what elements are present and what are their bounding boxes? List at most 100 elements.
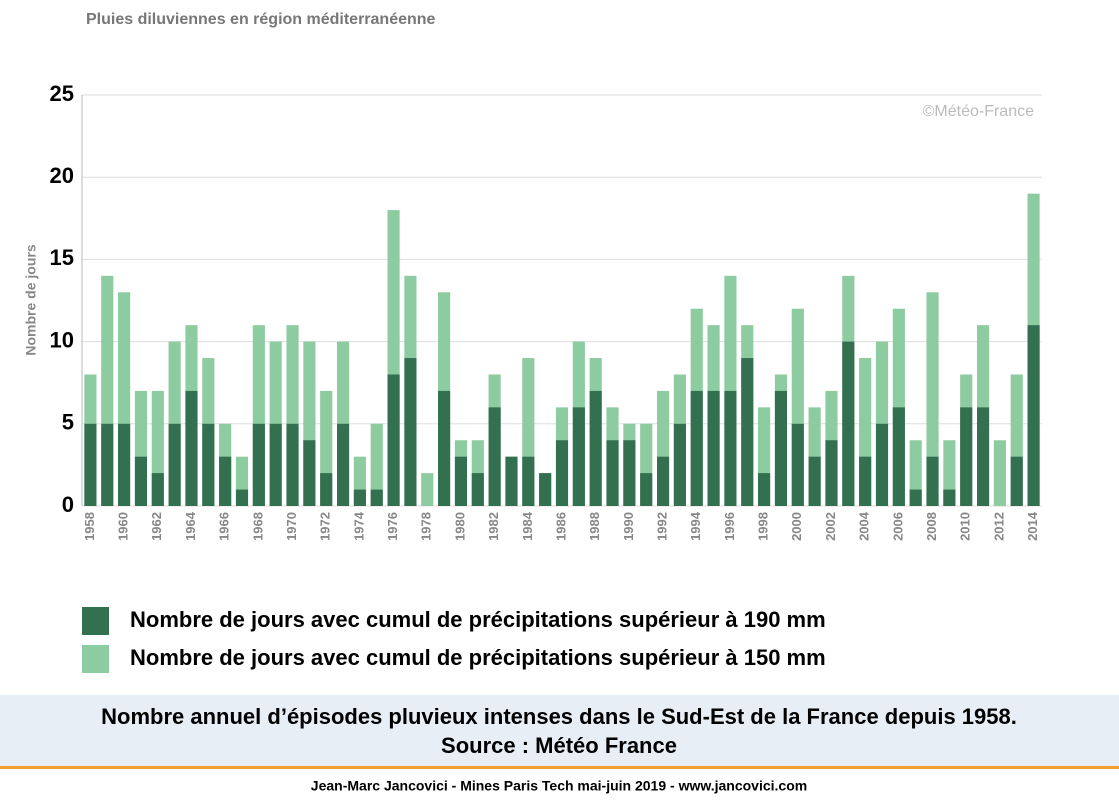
bar — [336, 423, 350, 506]
x-tick-label: 1974 — [351, 511, 366, 541]
bar — [101, 423, 114, 506]
x-tick-label: 2002 — [823, 512, 838, 541]
watermark: ©Météo-France — [923, 103, 1034, 120]
bar — [606, 440, 619, 506]
bar — [774, 390, 788, 506]
x-tick-label: 1994 — [688, 511, 703, 541]
bar — [976, 407, 990, 506]
bar — [707, 390, 720, 506]
bar — [589, 390, 602, 506]
footer: Jean-Marc Jancovici - Mines Paris Tech m… — [311, 778, 807, 794]
y-tick-label: 25 — [50, 81, 74, 106]
x-tick-label: 1978 — [419, 512, 434, 541]
bar — [656, 456, 670, 506]
bar — [1027, 325, 1040, 506]
bar — [269, 423, 282, 506]
bar — [151, 473, 164, 506]
x-tick-label: 1986 — [553, 512, 568, 541]
x-tick-label: 1990 — [621, 512, 636, 541]
bar — [488, 407, 501, 506]
bar — [690, 390, 703, 506]
x-tick-label: 1996 — [722, 512, 737, 541]
x-tick-label: 1960 — [116, 512, 131, 541]
x-tick-label: 1976 — [385, 512, 400, 541]
x-tick-label: 1980 — [452, 512, 467, 541]
bar — [387, 374, 400, 506]
bar — [505, 456, 518, 506]
bar — [471, 473, 484, 506]
bar — [758, 473, 771, 506]
bar — [286, 423, 299, 506]
bar — [859, 456, 872, 506]
bar — [960, 407, 973, 506]
x-tick-label: 1962 — [149, 512, 164, 541]
bar — [370, 423, 383, 506]
bar — [926, 292, 939, 506]
separator — [0, 766, 1119, 769]
x-tick-label: 2006 — [890, 512, 905, 541]
bar — [791, 423, 804, 506]
x-tick-label: 1998 — [756, 512, 771, 541]
bar — [353, 489, 366, 506]
bar — [539, 473, 552, 506]
bar — [134, 456, 148, 506]
bar — [741, 358, 754, 506]
x-tick-label: 2008 — [924, 512, 939, 541]
x-tick-label: 1966 — [217, 512, 232, 541]
x-tick-label: 1970 — [284, 512, 299, 541]
x-tick-label: 1992 — [654, 512, 669, 541]
x-tick-label: 2000 — [789, 512, 804, 541]
bar — [118, 423, 131, 506]
x-tick-label: 1964 — [183, 511, 198, 541]
bar — [454, 456, 468, 506]
x-tick-label: 2014 — [1025, 511, 1040, 541]
y-tick-label: 20 — [50, 163, 74, 188]
bar — [926, 456, 939, 506]
bar — [943, 489, 956, 506]
x-tick-label: 2004 — [857, 511, 872, 541]
x-tick-label: 1982 — [486, 512, 501, 541]
y-tick-label: 5 — [62, 410, 74, 435]
bar — [993, 440, 1006, 506]
bar — [623, 440, 636, 506]
x-tick-label: 1984 — [520, 511, 535, 541]
bar — [808, 456, 821, 506]
bar — [892, 407, 905, 506]
caption-band — [0, 695, 1119, 766]
bar — [673, 423, 686, 506]
bar — [572, 407, 585, 506]
bar — [370, 489, 383, 506]
bar — [825, 440, 838, 506]
bar — [252, 423, 265, 506]
bar — [421, 473, 434, 506]
bar — [84, 423, 97, 506]
bar — [185, 390, 198, 506]
bar — [219, 456, 232, 506]
bar — [235, 489, 249, 506]
legend-swatch — [82, 645, 109, 673]
bar — [320, 473, 333, 506]
bar — [909, 489, 922, 506]
bar — [875, 423, 889, 506]
bar — [842, 341, 855, 506]
legend-swatch — [82, 607, 109, 635]
bar — [303, 440, 316, 506]
bar — [438, 390, 451, 506]
y-axis-title: Nombre de jours — [23, 244, 39, 355]
x-tick-label: 1968 — [250, 512, 265, 541]
x-tick-label: 2012 — [991, 512, 1006, 541]
y-tick-label: 0 — [62, 492, 74, 517]
bar — [1010, 456, 1023, 506]
bar — [522, 456, 535, 506]
x-tick-label: 1972 — [318, 512, 333, 541]
bar — [640, 473, 653, 506]
y-tick-label: 10 — [50, 327, 74, 352]
bar — [168, 423, 181, 506]
bar — [724, 390, 737, 506]
y-tick-label: 15 — [50, 245, 74, 270]
bar — [555, 440, 569, 506]
chart-title: Pluies diluviennes en région méditerrané… — [86, 11, 436, 28]
legend-label: Nombre de jours avec cumul de précipitat… — [130, 645, 826, 670]
